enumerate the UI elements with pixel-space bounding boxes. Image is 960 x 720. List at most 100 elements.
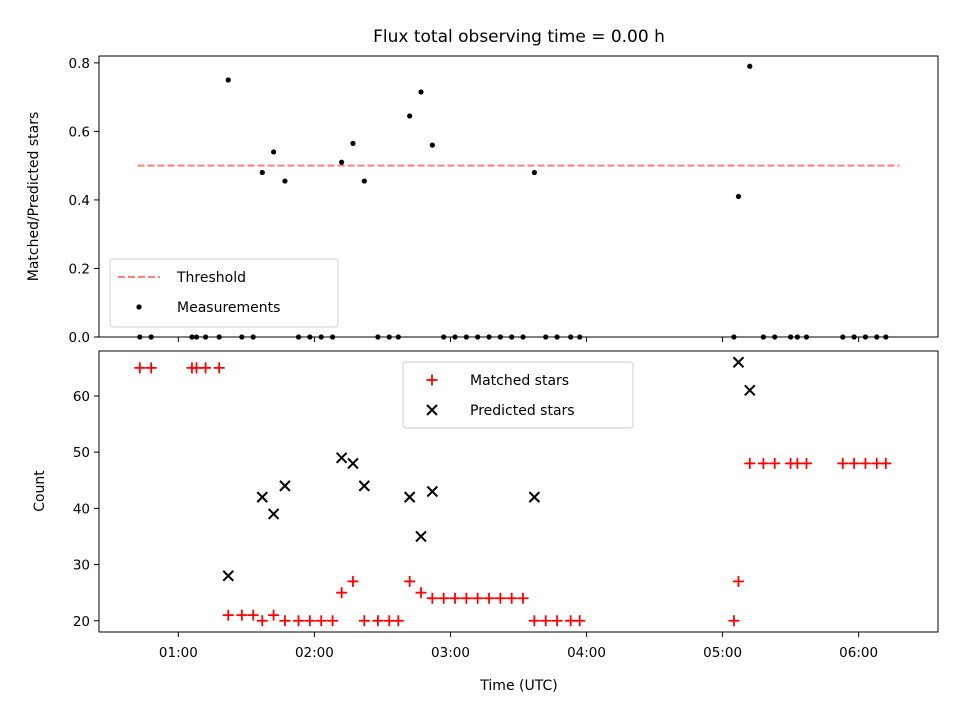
bottom-x-tick-label: 01:00	[159, 645, 198, 661]
matched-star-point	[540, 615, 552, 627]
measurement-point	[760, 334, 766, 340]
matched-star-point	[517, 592, 529, 604]
top-y-tick-label: 0.6	[69, 124, 90, 140]
measurement-point	[862, 334, 869, 340]
bottom-y-tick-label: 50	[73, 445, 90, 461]
measurement-point	[189, 334, 195, 340]
measurement-point	[874, 334, 880, 340]
measurement-point	[418, 89, 424, 95]
predicted-star-point	[732, 356, 745, 368]
predicted-star-point	[415, 530, 427, 543]
predicted-star-point	[222, 570, 234, 582]
measurement-point	[475, 334, 481, 340]
predicted-star-point	[403, 491, 416, 503]
predicted-legend-label: Predicted stars	[470, 403, 575, 419]
matched-star-point	[732, 575, 744, 587]
matched-star-point	[392, 615, 404, 627]
measurement-point	[395, 334, 401, 340]
measurement-point	[731, 334, 737, 340]
measurement-point	[883, 334, 889, 340]
measurement-point	[137, 334, 143, 340]
bottom-x-tick-label: 05:00	[703, 645, 742, 661]
matched-star-point	[769, 457, 781, 469]
matched-star-point	[859, 457, 871, 469]
measurement-point	[148, 334, 154, 340]
measurement-point	[531, 169, 537, 176]
measurement-point	[520, 334, 526, 340]
measurement-point	[509, 334, 515, 340]
predicted-star-point	[267, 508, 280, 520]
predicted-star-point	[426, 485, 439, 498]
matched-star-point	[837, 457, 849, 469]
matched-star-point	[200, 362, 212, 374]
measurement-point	[318, 334, 324, 340]
measurement-point	[452, 334, 458, 340]
top-axes-frame	[98, 55, 939, 338]
matched-star-point	[472, 592, 484, 604]
predicted-star-point	[256, 491, 268, 503]
predicted-star-point	[744, 384, 756, 397]
bottom-y-axis-label: Count	[32, 470, 48, 512]
measurement-point	[239, 334, 245, 340]
matched-star-point	[134, 362, 146, 374]
measurement-point	[339, 159, 345, 165]
measurement-point	[282, 178, 288, 184]
matched-star-point	[438, 592, 450, 604]
matched-star-point	[494, 592, 506, 604]
matched-star-point	[880, 457, 892, 469]
matched-star-point	[449, 592, 461, 604]
top-legend: Threshold Measurements	[109, 258, 339, 328]
matched-star-point	[426, 592, 438, 604]
bottom-x-tick-label: 02:00	[295, 645, 334, 661]
top-plot-area: 0.0 0.2 0.4 0.6 0.8	[69, 55, 939, 346]
matched-star-point	[574, 615, 586, 627]
measurement-point	[554, 334, 560, 340]
measurement-point	[216, 334, 222, 340]
matched-star-point	[528, 615, 540, 627]
top-chart-title: Flux total observing time = 0.00 h	[373, 27, 665, 47]
matched-star-point	[728, 615, 740, 627]
matched-star-point	[800, 457, 812, 469]
bottom-x-tick-label: 06:00	[839, 645, 878, 661]
top-y-axis-label: Matched/Predicted stars	[26, 112, 42, 282]
predicted-star-point	[358, 480, 371, 492]
predicted-star-point	[279, 480, 291, 492]
bottom-plot-area: 20 30 40 50 60 01:00 02:00 03:00 04:00 05:00 06:00	[73, 350, 939, 661]
measurement-point	[735, 193, 742, 200]
predicted-legend-handle	[426, 404, 438, 416]
matched-star-point	[145, 362, 157, 374]
matched-star-point	[256, 615, 268, 627]
matched-star-point	[460, 592, 472, 604]
matched-star-point	[268, 609, 280, 621]
measurement-point	[577, 334, 583, 340]
matched-star-point	[247, 609, 259, 621]
measurement-point	[350, 140, 356, 146]
matched-star-point	[744, 457, 756, 469]
threshold-legend-label: Threshold	[176, 270, 246, 286]
matched-legend-handle	[426, 374, 438, 386]
measurement-point	[543, 334, 549, 340]
bottom-legend-box	[402, 361, 634, 429]
measurement-point	[497, 334, 503, 340]
top-y-tick-label: 0.0	[69, 330, 90, 346]
measurement-point	[202, 334, 209, 340]
bottom-y-tick-label: 40	[73, 501, 90, 517]
matched-star-point	[293, 615, 305, 627]
measurement-point	[271, 149, 277, 155]
matched-star-point	[315, 615, 327, 627]
matched-star-point	[347, 575, 359, 587]
measurement-point	[463, 334, 469, 340]
predicted-star-point	[528, 491, 541, 503]
measurement-point	[361, 178, 367, 184]
matched-star-point	[304, 615, 316, 627]
measurement-point	[193, 334, 200, 340]
measurements-legend-handle	[136, 304, 142, 310]
measurement-point	[747, 63, 753, 69]
measurement-point	[375, 334, 381, 340]
top-legend-box	[109, 258, 339, 328]
measurement-point	[851, 334, 857, 340]
matched-star-point	[848, 457, 860, 469]
measurement-point	[329, 334, 336, 340]
